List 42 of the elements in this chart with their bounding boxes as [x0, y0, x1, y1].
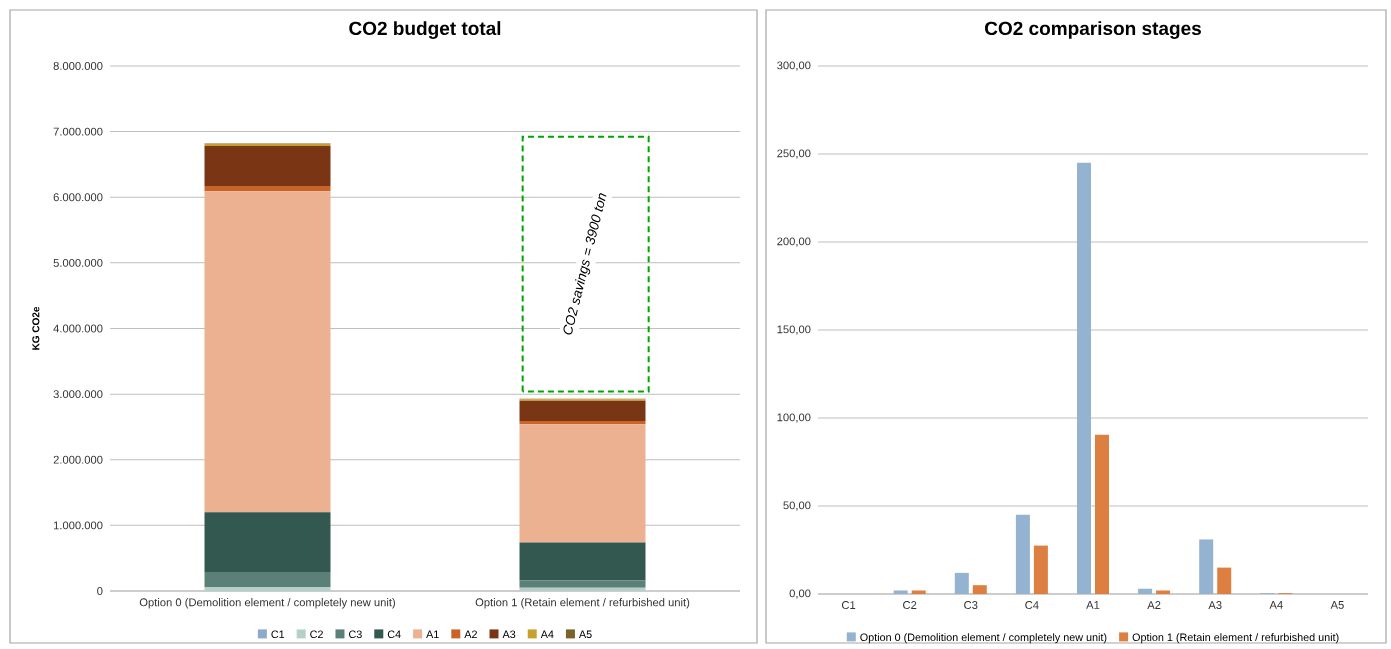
- y-tick-label: 8.000.000: [53, 62, 103, 70]
- y-tick-label: 50,00: [783, 501, 811, 511]
- chart-title: CO2 budget total: [349, 21, 501, 39]
- y-tick-label: 3.000.000: [53, 390, 103, 399]
- x-tick-label: C2: [903, 601, 917, 609]
- y-tick-label: 100,00: [777, 413, 811, 423]
- y-tick-label: 1.000.000: [53, 521, 103, 530]
- x-tick-label: C4: [1025, 601, 1039, 609]
- x-tick-label: A1: [1086, 601, 1100, 609]
- legend-label: Option 0 (Demolition element / completely new unit): [860, 633, 1107, 644]
- y-tick-label: 2.000.000: [53, 455, 103, 464]
- legend-label: Option 1 (Retain element / refurbished unit): [1132, 633, 1339, 644]
- chart-title: CO2 comparison stages: [985, 21, 1201, 39]
- legend-label: C2: [310, 630, 323, 639]
- legend-label: C4: [387, 630, 401, 639]
- y-tick-label: 6.000.000: [53, 193, 103, 202]
- y-tick-label: 7.000.000: [53, 127, 103, 136]
- legend-label: C3: [349, 630, 362, 639]
- y-tick-label: 200,00: [777, 237, 811, 247]
- legend-label: A3: [502, 630, 516, 639]
- y-tick-label: 300,00: [777, 61, 811, 71]
- x-tick-label: A3: [1208, 601, 1222, 609]
- y-tick-label: 150,00: [777, 325, 811, 335]
- y-tick-label: 4.000.000: [53, 324, 103, 333]
- x-tick-label: A4: [1269, 601, 1283, 609]
- y-axis-title: KG CO2e: [32, 306, 40, 350]
- x-tick-label: C1: [841, 601, 856, 609]
- legend-label: A4: [540, 630, 554, 638]
- x-tick-label: A2: [1147, 601, 1161, 609]
- legend-label: A5: [578, 630, 592, 639]
- x-tick-label: Option 1 (Retain element / refurbished unit): [475, 598, 690, 609]
- x-tick-label: C3: [964, 601, 978, 609]
- y-tick-label: 5.000.000: [53, 258, 103, 267]
- annotation: CO2 savings = 3900 ton: [563, 193, 607, 335]
- y-tick-label: 250,00: [777, 149, 811, 159]
- x-tick-label: A5: [1330, 601, 1344, 609]
- x-tick-label: Option 0 (Demolition element / completely new unit): [139, 598, 395, 609]
- y-tick-label: 0,00: [789, 589, 811, 599]
- legend-label: A2: [464, 630, 477, 638]
- y-tick-label: 0: [97, 587, 103, 595]
- legend-label: C1: [271, 630, 285, 639]
- legend-label: A1: [426, 630, 439, 638]
